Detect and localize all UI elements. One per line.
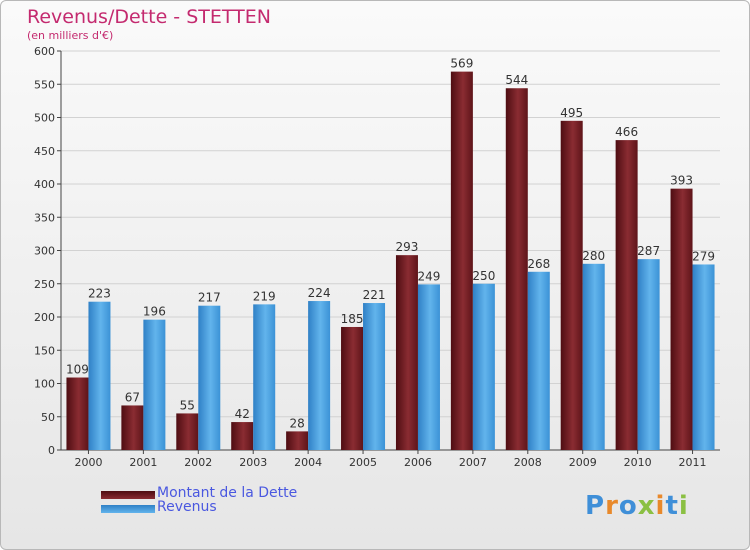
x-tick-label: 2005 [349,456,377,469]
y-tick-label: 450 [34,145,55,158]
chart-subtitle: (en milliers d'€) [27,29,114,42]
bar-debt [341,326,364,450]
y-tick-label: 50 [41,411,55,424]
x-tick-label: 2004 [294,456,322,469]
y-tick-label: 500 [34,112,55,125]
logo-letter: o [618,491,638,521]
y-tick-label: 350 [34,211,55,224]
bar-revenus [582,263,605,450]
logo-letter: t [665,491,679,521]
logo-letter: P [585,491,606,521]
bar-revenus [637,259,660,450]
logo-letter: i [655,491,666,521]
x-tick-label: 2010 [624,456,652,469]
x-tick-label: 2007 [459,456,487,469]
legend-label-revenus: Revenus [157,499,217,515]
chart-title: Revenus/Dette - STETTEN [27,6,271,28]
bar-debt [176,413,199,450]
value-label-debt: 55 [180,398,195,412]
bar-debt [560,120,583,450]
y-tick-label: 250 [34,278,55,291]
value-label-revenus: 268 [527,257,550,271]
y-tick-label: 550 [34,78,55,91]
value-label-revenus: 280 [582,249,605,263]
x-tick-label: 2009 [569,456,597,469]
value-label-debt: 28 [289,416,304,430]
value-label-debt: 544 [505,73,528,87]
bar-debt [395,255,418,450]
bar-revenus [88,301,111,450]
proxiti-logo: Proxiti [585,491,689,521]
value-label-debt: 185 [341,312,364,326]
value-label-revenus: 223 [88,287,111,301]
value-label-revenus: 217 [198,291,221,305]
value-label-revenus: 221 [363,288,386,302]
bar-revenus [198,305,221,450]
bar-debt [505,88,528,451]
legend-swatch-revenus [101,505,155,513]
value-label-debt: 393 [670,174,693,188]
logo-letter: r [605,491,619,521]
bar-debt [231,422,254,450]
logo-letter: x [637,491,656,521]
legend-label-debt: Montant de la Dette [157,485,298,501]
y-tick-label: 100 [34,378,55,391]
value-label-revenus: 219 [253,289,276,303]
value-label-revenus: 250 [472,269,495,283]
x-tick-label: 2011 [679,456,707,469]
bar-debt [286,431,309,450]
bar-debt [615,140,638,451]
bar-revenus [253,304,276,450]
x-tick-label: 2000 [74,456,102,469]
x-tick-label: 2006 [404,456,432,469]
bar-debt [450,71,473,451]
value-label-revenus: 279 [692,249,715,263]
x-tick-label: 2001 [129,456,157,469]
bar-revenus [308,301,331,450]
value-label-revenus: 224 [308,286,331,300]
x-tick-label: 2003 [239,456,267,469]
bar-revenus [692,264,715,450]
value-label-debt: 569 [450,57,473,71]
bar-revenus [527,271,550,450]
value-label-debt: 109 [66,363,89,377]
bar-revenus [363,303,386,450]
value-label-revenus: 196 [143,305,166,319]
x-tick-label: 2008 [514,456,542,469]
value-label-debt: 42 [235,407,250,421]
y-tick-label: 0 [48,444,55,457]
bar-debt [670,188,693,450]
x-tick-label: 2002 [184,456,212,469]
y-tick-label: 600 [34,45,55,58]
bar-debt [66,377,89,450]
bar-revenus [143,319,166,450]
bar-revenus [472,283,495,450]
value-label-debt: 293 [396,240,419,254]
value-label-debt: 466 [615,125,638,139]
y-tick-label: 150 [34,344,55,357]
bar-revenus [417,284,440,450]
value-label-revenus: 287 [637,244,660,258]
legend-swatch-debt [101,491,155,499]
bar-debt [121,405,144,450]
y-tick-label: 200 [34,311,55,324]
value-label-debt: 67 [125,390,140,404]
y-tick-label: 300 [34,245,55,258]
y-tick-label: 400 [34,178,55,191]
value-label-revenus: 249 [418,269,441,283]
value-label-debt: 495 [560,106,583,120]
logo-letter: i [678,491,689,521]
